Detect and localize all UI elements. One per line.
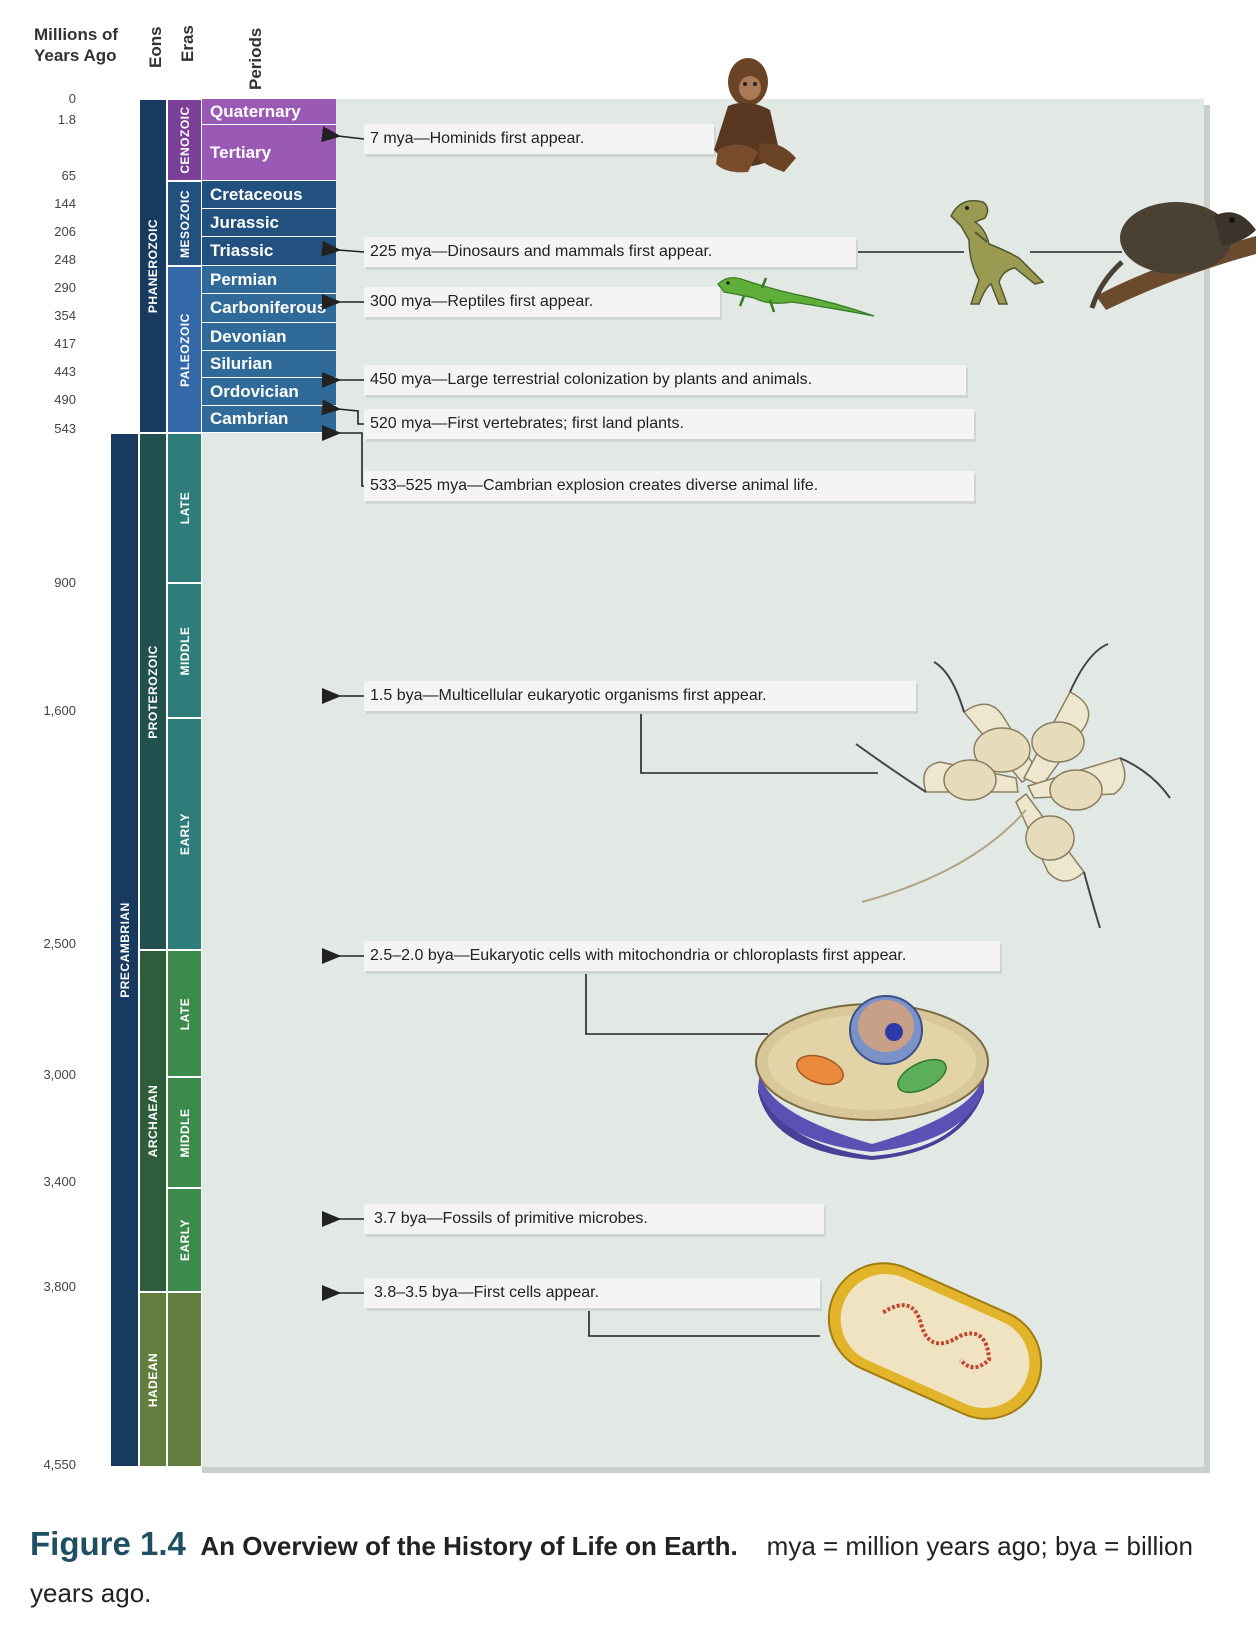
era-hadean	[167, 1292, 202, 1467]
tick-label: 3,000	[43, 1067, 76, 1082]
tick-label: 290	[54, 280, 76, 295]
era-proterozoic-early: EARLY	[167, 718, 202, 950]
era-paleozoic: PALEOZOIC	[167, 266, 202, 433]
lizard-illustration	[717, 277, 875, 317]
tick-label: 490	[54, 392, 76, 407]
header-millions-of-years: Millions of Years Ago	[34, 25, 119, 65]
event-multicellular-eukaryotes: 1.5 bya—Multicellular eukaryotic organis…	[364, 681, 916, 711]
figure-caption-text: mya = million years ago; bya = billion y…	[30, 1531, 1193, 1608]
period-jurassic: Jurassic	[202, 209, 336, 237]
event-terrestrial-colonization: 450 mya—Large terrestrial colonization b…	[364, 365, 966, 395]
tick-label: 206	[54, 224, 76, 239]
event-dinosaurs-mammals: 225 mya—Dinosaurs and mammals first appe…	[364, 237, 856, 267]
supereon-precambrian: PRECAMBRIAN	[110, 433, 139, 1467]
period-cambrian: Cambrian	[202, 406, 336, 433]
eon-archaean: ARCHAEAN	[139, 950, 167, 1292]
tick-label: 443	[54, 364, 76, 379]
mammal-illustration	[1089, 202, 1256, 310]
tick-label: 248	[54, 252, 76, 267]
era-proterozoic-middle: MIDDLE	[167, 583, 202, 718]
period-triassic: Triassic	[202, 237, 336, 266]
multicellular-organism-illustration	[855, 643, 1171, 929]
eon-phanerozoic: PHANEROZOIC	[139, 99, 167, 433]
prokaryotic-cell-illustration	[827, 1262, 1043, 1420]
eon-hadean: HADEAN	[139, 1292, 167, 1467]
tick-label: 417	[54, 336, 76, 351]
tick-label: 144	[54, 196, 76, 211]
era-archaean-early: EARLY	[167, 1188, 202, 1292]
dinosaur-illustration	[950, 199, 1045, 305]
tick-label: 354	[54, 308, 76, 323]
tick-label: 65	[61, 168, 76, 183]
period-ordovician: Ordovician	[202, 378, 336, 406]
period-permian: Permian	[202, 266, 336, 294]
event-primitive-microbes: 3.7 bya—Fossils of primitive microbes.	[364, 1204, 824, 1234]
event-eukaryotic-cells: 2.5–2.0 bya—Eukaryotic cells with mitoch…	[364, 941, 1000, 971]
period-devonian: Devonian	[202, 323, 336, 351]
tick-label: 1,600	[43, 703, 76, 718]
tick-label: 1.8	[57, 112, 76, 127]
era-mesozoic: MESOZOIC	[167, 181, 202, 266]
event-hominids: 7 mya—Hominids first appear.	[364, 124, 714, 154]
tick-label: 0	[68, 91, 76, 106]
period-quaternary: Quaternary	[202, 99, 336, 125]
era-proterozoic-late: LATE	[167, 433, 202, 583]
event-first-vertebrates: 520 mya—First vertebrates; first land pl…	[364, 409, 974, 439]
eon-proterozoic: PROTEROZOIC	[139, 433, 167, 950]
period-cretaceous: Cretaceous	[202, 181, 336, 209]
tick-label: 900	[54, 575, 76, 590]
figure-number: Figure 1.4	[30, 1525, 186, 1562]
period-silurian: Silurian	[202, 351, 336, 378]
figure-caption: Figure 1.4 An Overview of the History of…	[30, 1520, 1220, 1617]
hominid-illustration	[714, 58, 796, 173]
tick-label: 3,800	[43, 1279, 76, 1294]
event-cambrian-explosion: 533–525 mya—Cambrian explosion creates d…	[364, 471, 974, 501]
tick-label: 3,400	[43, 1174, 76, 1189]
era-cenozoic: CENOZOIC	[167, 99, 202, 181]
event-reptiles: 300 mya—Reptiles first appear.	[364, 287, 720, 317]
tick-label: 4,550	[43, 1457, 76, 1472]
period-tertiary: Tertiary	[202, 125, 336, 181]
event-first-cells: 3.8–3.5 bya—First cells appear.	[364, 1278, 820, 1308]
period-carboniferous: Carboniferous	[202, 294, 336, 323]
tick-label: 543	[54, 421, 76, 436]
tick-label: 2,500	[43, 936, 76, 951]
eukaryotic-cell-illustration	[755, 995, 989, 1160]
era-archaean-late: LATE	[167, 950, 202, 1077]
era-archaean-middle: MIDDLE	[167, 1077, 202, 1188]
figure-title: An Overview of the History of Life on Ea…	[200, 1531, 738, 1561]
